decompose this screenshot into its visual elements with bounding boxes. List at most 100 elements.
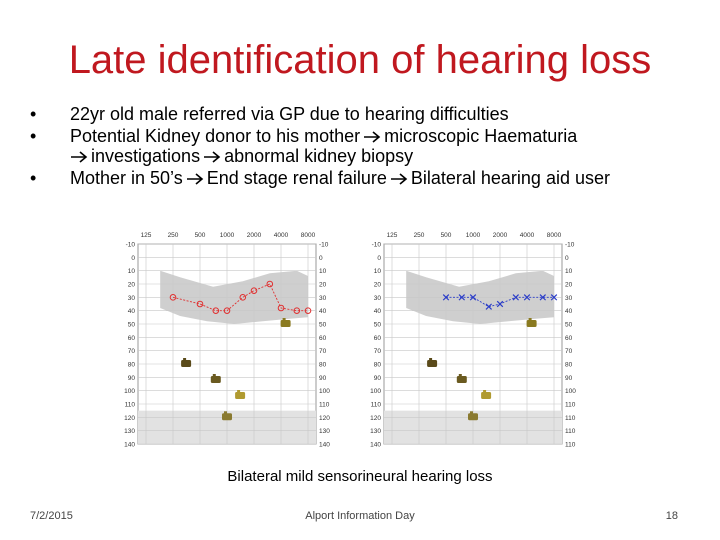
slide-title: Late identification of hearing loss (68, 38, 652, 82)
threshold-point (196, 300, 204, 308)
bird-icon-shape (280, 320, 291, 327)
db-tick-label: 70 (374, 348, 382, 355)
footer-title: Alport Information Day (305, 510, 415, 522)
db-tick-label: -10 (126, 242, 136, 249)
db-tick-label-right: 20 (319, 282, 327, 289)
bird-icon-shape (282, 318, 286, 321)
threshold-point (239, 294, 247, 301)
db-tick-label: 100 (124, 388, 135, 395)
db-tick-label-right: 70 (565, 348, 573, 355)
threshold-point (169, 294, 177, 301)
threshold-point (496, 300, 504, 308)
frequency-tick-label: 500 (441, 232, 452, 239)
threshold-point (442, 294, 450, 301)
bullet-text: Potential Kidney donor to his mother (70, 126, 361, 146)
db-tick-label: 80 (128, 362, 136, 369)
phone-icon-shape (483, 390, 487, 393)
db-tick-label-right: 10 (319, 268, 327, 275)
db-tick-label-right: 100 (319, 388, 330, 395)
db-tick-label: 120 (124, 415, 135, 422)
db-tick-label-right: 110 (565, 415, 576, 422)
db-tick-label-right: 20 (565, 282, 573, 289)
db-tick-label: 10 (374, 268, 382, 275)
threshold-point (485, 303, 493, 310)
piano-icon-shape (458, 374, 462, 377)
db-tick-label: 50 (374, 322, 382, 329)
db-tick-label: 90 (128, 375, 136, 382)
piano-icon-shape (212, 374, 216, 377)
db-tick-label-right: 80 (319, 362, 327, 369)
db-tick-label-right: 110 (319, 402, 330, 409)
db-tick-label: 60 (374, 335, 382, 342)
dog-icon (427, 358, 438, 367)
db-tick-label: 0 (377, 255, 381, 262)
db-tick-label-right: 90 (319, 375, 327, 382)
db-tick-label: 50 (128, 322, 136, 329)
db-tick-label: 30 (128, 295, 136, 302)
threshold-point-stroke (539, 294, 547, 301)
db-tick-label-right: 80 (565, 362, 573, 369)
threshold-point-stroke (469, 294, 477, 301)
db-tick-label: 100 (370, 388, 381, 395)
dog-icon-shape (427, 360, 438, 367)
piano-icon-shape (210, 376, 221, 383)
db-tick-label: 10 (128, 268, 136, 275)
db-tick-label-right: 0 (319, 255, 323, 262)
frequency-tick-label: 125 (387, 232, 398, 239)
db-tick-label-right: 40 (565, 308, 573, 315)
bird-icon (280, 318, 291, 327)
frequency-tick-label: 4000 (520, 232, 535, 239)
phone-icon (481, 390, 492, 399)
db-tick-label-right: 50 (319, 322, 327, 329)
db-tick-label-right: 140 (319, 442, 330, 449)
audiogram-right: -10 -10 0 0 10 10 20 20 30 30 40 40 50 50 60 60 70 70 80 80… (370, 232, 576, 449)
db-tick-label-right: 130 (319, 428, 330, 435)
db-tick-label: 40 (128, 308, 136, 315)
frequency-tick-label: 2000 (493, 232, 508, 239)
plane-icon (222, 411, 232, 421)
plane-icon-shape (470, 411, 473, 415)
db-tick-label: 110 (371, 402, 382, 409)
piano-icon-shape (456, 376, 467, 383)
threshold-point (550, 294, 558, 301)
dog-icon-shape (181, 360, 192, 367)
frequency-tick-label: 2000 (247, 232, 262, 239)
db-tick-label: 70 (128, 348, 136, 355)
db-tick-label: 30 (374, 295, 382, 302)
db-tick-label: 80 (374, 362, 382, 369)
arrow-right-icon (186, 173, 203, 185)
db-tick-label: 110 (125, 402, 136, 409)
threshold-point-stroke (550, 294, 558, 301)
arrow-right-icon (204, 151, 221, 163)
arrow-right-icon (71, 151, 88, 163)
page-number: 18 (665, 510, 678, 522)
threshold-point-stroke (442, 294, 450, 301)
plane-icon-shape (222, 413, 232, 421)
bullet-text: microscopic Haematuria (384, 126, 578, 146)
threshold-point (266, 280, 274, 288)
frequency-tick-label: 250 (168, 232, 179, 239)
threshold-point-stroke (512, 294, 520, 301)
threshold-point (512, 294, 520, 301)
phone-icon-shape (235, 392, 246, 399)
db-tick-label: 40 (374, 308, 382, 315)
frequency-tick-label: 125 (141, 232, 152, 239)
db-tick-label-right: 110 (565, 402, 576, 409)
db-tick-label-right: 60 (565, 335, 573, 342)
piano-icon (210, 374, 221, 383)
bird-icon-shape (526, 320, 537, 327)
bird-icon-shape (528, 318, 532, 321)
threshold-point (304, 307, 312, 314)
db-tick-label-right: 30 (565, 295, 573, 302)
db-tick-label: 130 (124, 428, 135, 435)
frequency-tick-label: 8000 (301, 232, 316, 239)
db-tick-label-right: 110 (565, 442, 576, 449)
db-tick-label: 130 (370, 428, 381, 435)
threshold-point (458, 294, 466, 301)
piano-icon (456, 374, 467, 383)
plane-icon-shape (468, 413, 478, 421)
bullet-text: 22yr old male referred via GP due to hea… (70, 104, 509, 124)
bullet-list: • 22yr old male referred via GP due to he… (30, 104, 700, 190)
db-tick-label: 90 (374, 375, 382, 382)
bullet-item: • Potential Kidney donor to his mother mic… (30, 126, 700, 166)
